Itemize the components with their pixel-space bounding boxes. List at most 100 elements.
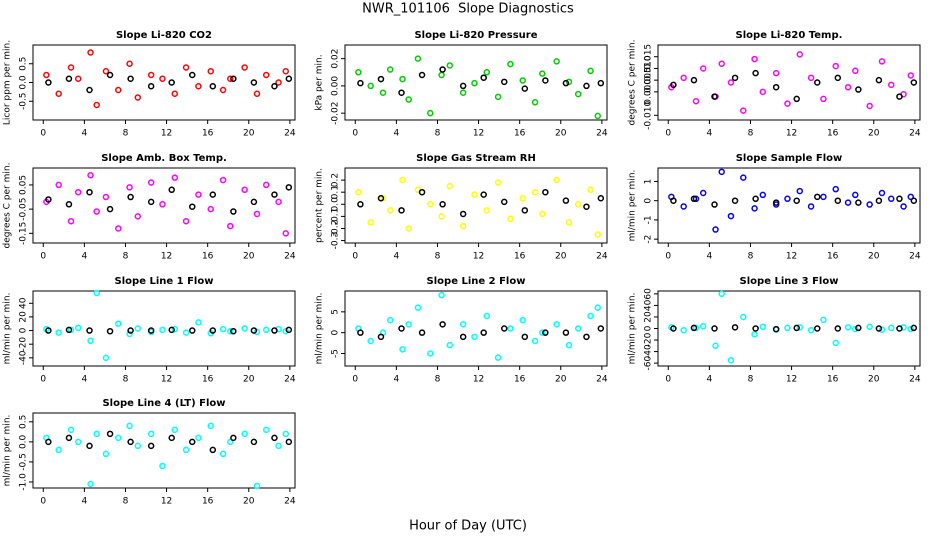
point [398,89,405,96]
point [740,174,747,181]
point [507,215,514,223]
point [207,205,214,213]
point [814,193,821,201]
point [271,434,278,442]
point [784,100,791,107]
point [86,327,93,334]
point [159,75,166,82]
y-tick-label: -1 [644,215,654,224]
x-tick-label: 8 [123,375,129,385]
point [209,191,217,198]
point [241,186,248,194]
y-tick-label: 0 [644,325,654,331]
point [501,78,508,86]
point [219,325,227,333]
point [106,71,114,79]
point [727,356,735,364]
point [93,101,100,109]
point [87,172,94,179]
panel-title: Slope Li-820 Temp. [736,30,843,41]
point [147,327,155,334]
point [65,75,73,82]
point [772,325,780,333]
point [597,79,605,87]
x-tick-label: 4 [394,252,400,262]
point [807,74,815,82]
x-tick-label: 0 [40,252,46,262]
y-tick-label: 0 [644,198,654,204]
point [875,197,883,204]
x-tick-label: 0 [40,497,46,507]
x-tick-label: 20 [868,129,880,139]
y-tick-label: 1 [644,179,654,185]
point [159,326,166,334]
point [907,193,915,201]
point [574,90,582,98]
point [896,325,903,332]
point [699,65,707,72]
x-tick-label: 12 [473,252,484,262]
point [253,210,261,218]
point [866,102,873,110]
point [855,324,862,332]
point [262,326,270,334]
y-axis-label: ml/min per min. [3,293,13,365]
point [680,74,687,82]
x-tick-label: 0 [40,129,46,139]
y-tick-label: -40 [644,344,654,359]
point [74,438,82,446]
panel-title: Slope Li-820 Pressure [414,30,537,41]
point [844,199,852,206]
point [355,69,362,76]
x-tick-label: 8 [123,497,129,507]
point [501,325,508,332]
point [65,201,73,208]
point [418,188,426,196]
point [565,341,573,349]
y-tick-label: 40 [19,297,29,309]
point [93,208,100,215]
point [727,212,735,220]
point [219,450,227,458]
point [553,176,560,184]
x-tick-label: 20 [868,375,880,385]
point [86,188,93,196]
point [480,329,487,336]
point [115,86,122,94]
point [814,79,821,86]
y-tick-label: -1.0 [19,473,29,491]
y-tick-label: 0.5 [19,415,29,429]
y-tick-label: -5 [331,349,341,358]
point [285,438,293,446]
point [106,430,114,438]
point [542,188,549,196]
point [147,430,155,438]
point [43,71,50,79]
x-tick-label: 4 [394,129,400,139]
point [106,327,114,335]
panel-title: Slope Amb. Box Temp. [101,153,227,164]
point [189,71,196,79]
point [494,354,502,361]
point [759,88,767,96]
point [531,337,539,345]
point [690,324,698,332]
plot-frame [344,167,608,244]
point [852,191,859,199]
x-tick-label: 4 [394,375,400,385]
x-tick-label: 16 [827,129,839,139]
x-tick-label: 16 [202,497,214,507]
point [519,194,526,202]
point [182,329,190,336]
point [189,327,196,334]
point [832,62,839,70]
point [209,446,217,454]
x-tick-label: 12 [473,129,484,139]
point [583,82,590,90]
point [878,326,886,333]
point [752,195,759,203]
x-tick-label: 4 [707,252,713,262]
point [275,79,282,86]
point [398,325,405,332]
